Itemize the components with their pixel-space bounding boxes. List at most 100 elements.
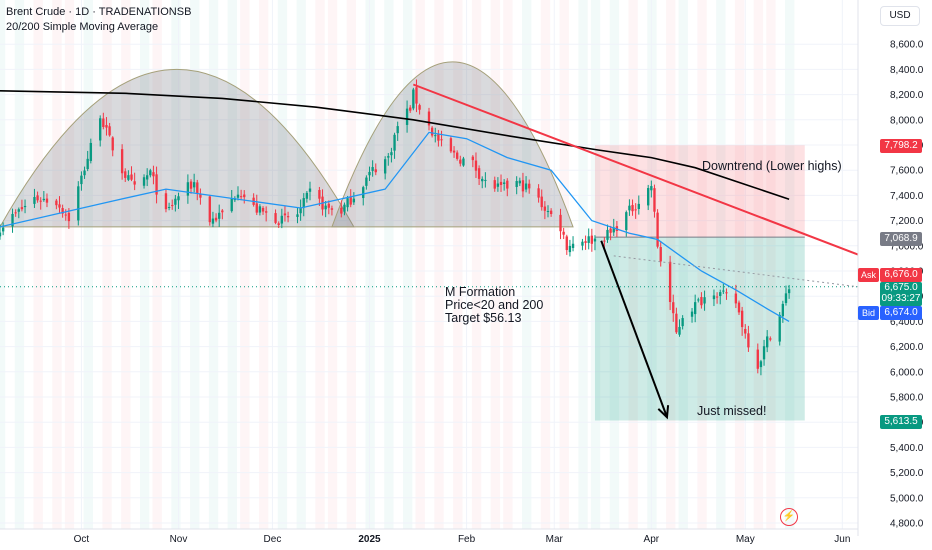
candle-body [23, 205, 27, 208]
candle-body [524, 183, 528, 190]
last-price-value: 6,675.0 [884, 282, 918, 293]
candle-body [120, 149, 124, 174]
candle-body [784, 293, 788, 303]
candle-body [302, 198, 305, 208]
candle-body [653, 188, 656, 212]
sentiment-band [415, 0, 425, 529]
sentiment-band [590, 0, 601, 529]
sentiment-band [227, 0, 238, 529]
bar-countdown: 09:33:27 [881, 293, 921, 304]
candle-body [546, 211, 550, 213]
candle-body [737, 302, 741, 313]
price-tick: 7,400.0 [890, 191, 924, 202]
sentiment-band [647, 0, 657, 529]
candle-body [349, 197, 352, 205]
hump-arc [0, 69, 355, 228]
sentiment-band [171, 0, 181, 529]
candle-body [33, 197, 36, 204]
downtrend-annotation: Downtrend (Lower highs) [702, 159, 842, 173]
candle-body [264, 211, 268, 213]
candle-body [133, 181, 136, 185]
candle-body [496, 183, 500, 187]
indicator-legend[interactable]: 20/200 Simple Moving Average [6, 21, 159, 33]
candle-body [11, 213, 14, 227]
candle-body [405, 108, 409, 125]
candle-body [86, 158, 89, 170]
candle-body [471, 156, 475, 161]
sentiment-band [697, 0, 707, 529]
candle-body [584, 241, 587, 243]
candle-body [715, 296, 719, 298]
candle-body [274, 213, 277, 223]
candle-body [142, 177, 146, 186]
candle-body [609, 228, 612, 233]
candle-body [330, 208, 334, 210]
sentiment-band [139, 0, 150, 529]
candle-body [459, 159, 462, 164]
candle-body [208, 196, 211, 223]
candle-body [255, 203, 258, 213]
time-tick: 2025 [358, 534, 381, 545]
candle-body [296, 214, 299, 217]
time-tick: Apr [644, 534, 660, 545]
m-formation-annotation: M Formation [445, 285, 516, 299]
candle-body [167, 206, 171, 208]
price-tick: 6,400.0 [890, 317, 924, 328]
symbol-title[interactable]: Brent Crude · 1D · TRADENATIONSB [6, 6, 192, 18]
time-tick: Oct [74, 534, 90, 545]
candle-body [781, 303, 785, 317]
candle-body [499, 181, 503, 185]
sentiment-band [578, 0, 588, 529]
time-tick: Jun [834, 534, 850, 545]
candle-body [14, 212, 17, 214]
sentiment-band [628, 0, 638, 529]
candle-body [218, 212, 221, 219]
candle-body [549, 210, 553, 215]
candle-body [744, 328, 747, 334]
candle-body [221, 210, 224, 213]
candle-body [521, 180, 525, 192]
candle-body [515, 181, 518, 187]
candle-body [368, 171, 371, 176]
price-tick: 8,600.0 [890, 40, 924, 51]
candle-body [562, 231, 565, 235]
candle-body [127, 175, 130, 180]
candle-body [631, 205, 634, 212]
sentiment-band [403, 0, 413, 529]
price-tick: 5,000.0 [890, 493, 924, 504]
candle-body [637, 203, 640, 210]
just-missed-annotation: Just missed! [697, 404, 767, 418]
candle-body [722, 290, 725, 292]
sentiment-band [296, 0, 306, 529]
candle-body [324, 205, 327, 210]
currency-button[interactable]: USD [880, 6, 920, 26]
candle-body [99, 118, 102, 141]
candle-body [747, 333, 750, 348]
candle-body [383, 159, 387, 174]
lightning-icon[interactable]: ⚡ [780, 508, 798, 526]
candle-body [280, 215, 283, 224]
sentiment-band [365, 0, 375, 529]
ask-tag: Ask [858, 268, 879, 282]
candle-body [427, 111, 431, 126]
sentiment-band [471, 0, 482, 529]
candle-body [481, 178, 484, 182]
candle-body [83, 170, 86, 176]
candle-body [634, 209, 637, 211]
candle-body [506, 180, 509, 189]
candle-body [477, 168, 481, 179]
candle-body [628, 205, 631, 211]
candle-body [518, 180, 521, 184]
candle-body [243, 194, 246, 198]
price-tick: 5,800.0 [890, 393, 924, 404]
time-axis[interactable]: Oct Nov Dec 2025 Feb Mar Apr May Jun [74, 534, 851, 545]
target-price-label: 5,613.5 [880, 415, 922, 429]
sentiment-band [384, 0, 394, 529]
candle-body [105, 125, 108, 128]
sentiment-band [716, 0, 726, 529]
candle-body [174, 198, 177, 205]
candle-body [189, 181, 193, 189]
profit-target-zone [594, 237, 805, 421]
candle-body [581, 241, 584, 246]
